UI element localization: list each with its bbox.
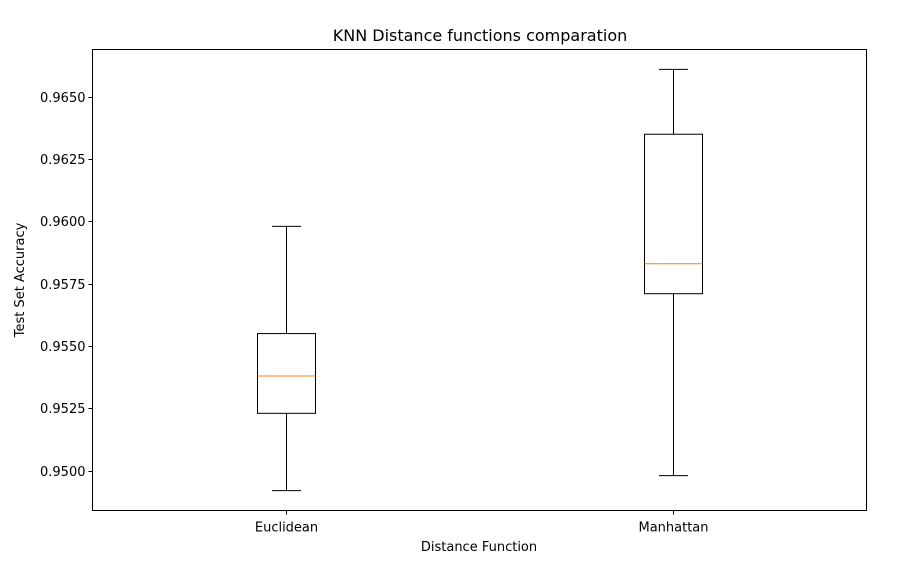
box-series [257, 68, 703, 492]
chart-title: KNN Distance functions comparation [333, 26, 628, 45]
x-tick-label: Manhattan [638, 521, 708, 536]
plot-area-frame [92, 49, 867, 511]
box-iqr [257, 333, 316, 414]
y-tick-label: 0.9550 [40, 340, 86, 355]
y-axis: 0.9500 0.9525 0.9550 0.9575 0.9600 0.9625 0.96… [40, 91, 93, 480]
y-tick-label: 0.9625 [40, 153, 86, 168]
y-tick-label: 0.9600 [40, 215, 86, 230]
box-group-manhattan [644, 68, 703, 477]
box-iqr [644, 133, 703, 295]
y-tick-label: 0.9650 [40, 91, 86, 106]
y-tick-label: 0.9525 [40, 402, 86, 417]
y-tick-label: 0.9500 [40, 465, 86, 480]
x-axis-title: Distance Function [421, 540, 537, 555]
x-tick-label: Euclidean [255, 521, 318, 536]
y-tick-label: 0.9575 [40, 278, 86, 293]
box-group-euclidean [257, 225, 316, 492]
x-axis: Euclidean Manhattan [255, 510, 709, 536]
y-axis-title: Test Set Accuracy [13, 222, 28, 338]
